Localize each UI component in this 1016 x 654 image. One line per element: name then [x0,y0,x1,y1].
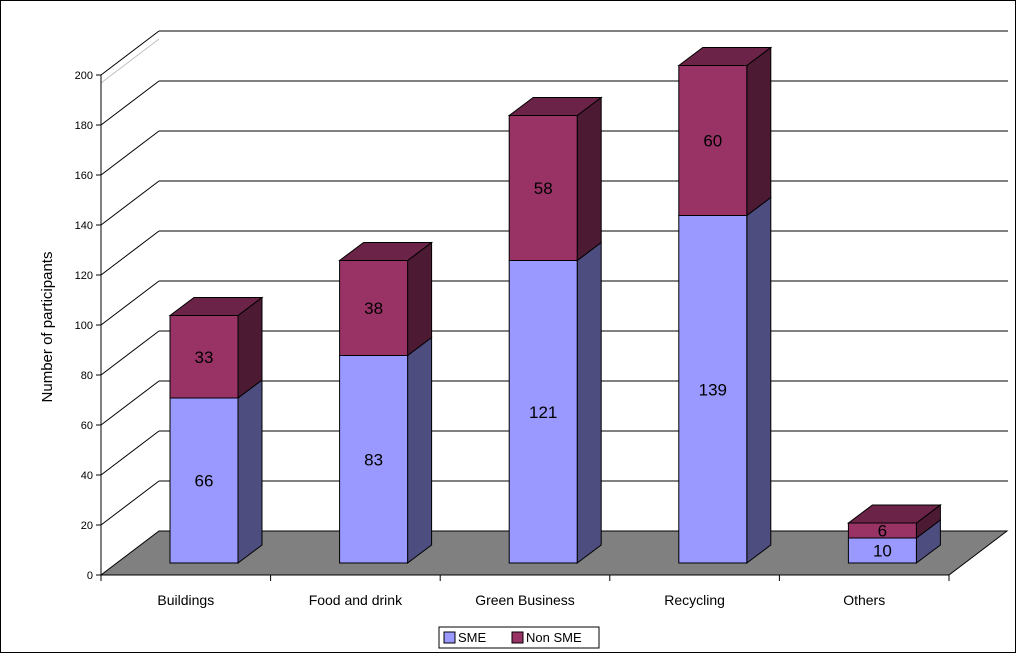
gridline-diagonal [100,330,160,376]
bar-front-face [339,355,409,564]
bar-side-face [407,241,433,357]
chart-walls [100,38,160,575]
legend: SME Non SME [438,626,600,649]
bars [168,46,942,564]
data-label: 58 [534,179,553,198]
gridline-diagonal [100,130,160,176]
bar-side-face [576,241,602,564]
gridline-diagonal [100,30,160,76]
bar-side-face [576,96,602,262]
bar-top-face [168,297,264,316]
gridline-diagonal [100,480,160,526]
bar-front-face [339,260,409,356]
bar-segment-non-sme [677,46,773,217]
data-labels: 66 33 83 38 121 58 139 60 106 [195,132,892,561]
data-label: 6 [878,522,887,541]
bar-front-face [847,537,917,564]
bar-front-face [508,115,578,261]
gridline-diagonal [100,430,160,476]
bar-segment-sme [339,336,433,564]
data-label: 38 [364,299,383,318]
data-label: 33 [195,348,214,367]
bar-side-face [746,196,772,564]
legend-label-non-sme: Non SME [526,630,582,645]
y-axis-title: Number of participants [39,252,56,403]
y-tick-label: 200 [75,70,93,82]
y-tick-label: 0 [87,570,93,582]
bar-top-face [846,504,942,524]
y-axis: 0 20 40 60 80 100 120 140 160 180 200 [75,70,102,582]
bar-side-face [407,336,433,564]
x-axis: Buildings Food and drink Green Business Rec… [100,574,950,608]
gridline-diagonal [100,280,160,326]
bar-segment-non-sme [168,296,264,399]
x-category-label: Green Business [475,592,575,608]
y-tick-label: 80 [81,370,93,382]
legend-swatch-sme [443,631,456,644]
y-tick-label: 160 [75,170,93,182]
bar-side-face [746,46,772,217]
data-label: 66 [195,472,214,491]
bar-front-face [508,260,578,564]
x-category-label: Buildings [157,592,214,608]
side-wall-edge [100,38,160,575]
bar-front-face [169,315,239,399]
bar-segment-non-sme [846,504,942,539]
data-label: 60 [703,132,722,151]
x-category-label: Recycling [664,592,725,608]
x-category-label: Food and drink [309,592,403,608]
data-label: 83 [364,450,383,469]
bar-segment-sme [678,196,772,564]
data-label: 121 [529,403,557,422]
gridline-diagonal [100,80,160,126]
y-tick-label: 100 [75,320,93,332]
y-tick-label: 120 [75,270,93,282]
legend-label-sme: SME [458,630,487,645]
bar-side-face [237,379,263,564]
gridline-diagonal [100,180,160,226]
y-tick-label: 180 [75,120,93,132]
y-tick-label: 40 [81,470,93,482]
x-category-label: Others [843,592,885,608]
bar-segment-non-sme [507,96,603,262]
y-tick-label: 60 [81,420,93,432]
bar-segment-sme [169,379,263,564]
data-label: 10 [873,542,892,561]
bar-top-face [338,242,434,261]
data-label: 139 [699,380,727,399]
bar-segment-sme [508,241,602,564]
legend-swatch-non-sme [511,631,524,644]
gridline-diagonal [100,380,160,426]
bar-segment-sme [847,519,941,564]
bar-top-face [677,47,773,66]
bar-top-face [507,97,603,116]
bar-front-face [169,397,239,564]
y-tick-label: 140 [75,220,93,232]
y-tick-label: 20 [81,520,93,532]
bar-segment-non-sme [338,241,434,357]
gridline-diagonal [100,230,160,276]
